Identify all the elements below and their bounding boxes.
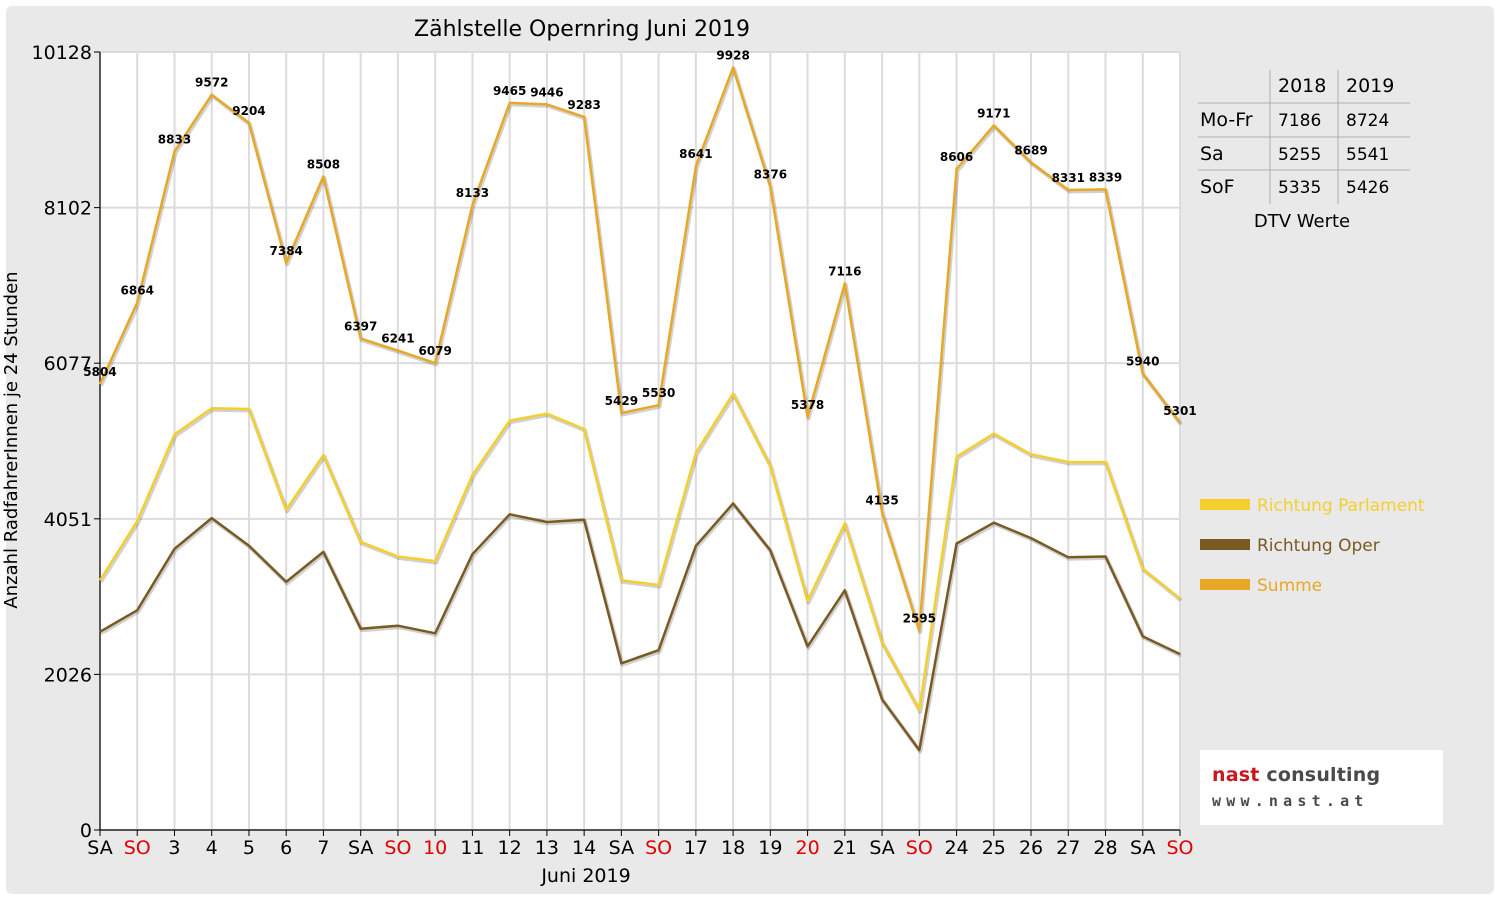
data-label: 9572 bbox=[195, 76, 228, 90]
data-label: 5530 bbox=[642, 386, 675, 400]
logo-name-part1: nast bbox=[1212, 764, 1260, 786]
x-tick-label: 19 bbox=[758, 837, 782, 859]
table-cell: SoF bbox=[1200, 176, 1235, 198]
series-line-richtung-oper bbox=[99, 502, 1181, 752]
x-tick-label: 25 bbox=[982, 837, 1006, 859]
x-tick-label: SA bbox=[1130, 837, 1155, 859]
x-tick-label: 14 bbox=[572, 837, 596, 859]
data-label: 6864 bbox=[121, 284, 154, 298]
data-label: 9928 bbox=[716, 48, 749, 62]
x-tick-label: SO bbox=[1166, 837, 1193, 859]
data-label: 5301 bbox=[1163, 404, 1196, 418]
table-header: 2018 bbox=[1278, 75, 1326, 97]
x-tick-label: 17 bbox=[684, 837, 708, 859]
table-cell: 8724 bbox=[1346, 111, 1389, 131]
x-tick-label: 6 bbox=[280, 837, 292, 859]
x-tick-label: 5 bbox=[243, 837, 255, 859]
x-tick-label: 11 bbox=[460, 837, 484, 859]
data-label: 2595 bbox=[903, 612, 936, 626]
data-label: 8641 bbox=[679, 147, 712, 161]
table-cell: 5255 bbox=[1278, 145, 1321, 165]
y-tick-label: 2026 bbox=[44, 664, 92, 686]
x-tick-label: SA bbox=[609, 837, 634, 859]
x-tick-label: 28 bbox=[1093, 837, 1117, 859]
logo-name-part2: consulting bbox=[1259, 764, 1381, 786]
legend-label-richtung-parlament: Richtung Parlament bbox=[1257, 496, 1425, 516]
x-tick-label: SA bbox=[348, 837, 373, 859]
x-tick-label: 3 bbox=[168, 837, 180, 859]
data-label: 9465 bbox=[493, 84, 526, 98]
x-tick-label: 7 bbox=[317, 837, 329, 859]
y-tick-label: 4051 bbox=[44, 509, 92, 531]
x-tick-label: 26 bbox=[1019, 837, 1043, 859]
table-cell: 5335 bbox=[1278, 178, 1321, 198]
data-label: 8133 bbox=[456, 186, 489, 200]
data-label: 7116 bbox=[828, 264, 861, 278]
x-tick-label: 24 bbox=[944, 837, 968, 859]
data-label: 8689 bbox=[1014, 144, 1047, 158]
legend-swatch-richtung-parlament bbox=[1200, 499, 1250, 510]
x-tick-label: 20 bbox=[795, 837, 819, 859]
nast-consulting-logo: nast consulting www.nast.at bbox=[1200, 750, 1443, 825]
x-tick-label: 12 bbox=[498, 837, 522, 859]
data-label: 7384 bbox=[270, 244, 303, 258]
x-axis-title: Juni 2019 bbox=[540, 865, 630, 887]
data-label: 9283 bbox=[567, 98, 600, 112]
logo-url: www.nast.at bbox=[1212, 792, 1369, 810]
data-label: 8339 bbox=[1089, 170, 1122, 184]
x-tick-label: 13 bbox=[535, 837, 559, 859]
table-cell: Mo-Fr bbox=[1200, 109, 1253, 131]
y-axis-title: Anzahl RadfahrerInnen je 24 Stunden bbox=[1, 271, 22, 608]
plot-area bbox=[100, 52, 1180, 830]
data-label: 6079 bbox=[418, 344, 451, 358]
x-tick-label: 10 bbox=[423, 837, 447, 859]
data-label: 5940 bbox=[1126, 355, 1159, 369]
x-tick-label: 21 bbox=[833, 837, 857, 859]
data-label: 5378 bbox=[791, 398, 824, 412]
data-label: 8508 bbox=[307, 157, 340, 171]
data-label: 6397 bbox=[344, 320, 377, 334]
series-line-summe bbox=[98, 66, 1181, 632]
x-tick-label: 27 bbox=[1056, 837, 1080, 859]
x-tick-label: 18 bbox=[721, 837, 745, 859]
table-cell: 7186 bbox=[1278, 111, 1321, 131]
data-label: 4135 bbox=[865, 493, 898, 507]
table-caption: DTV Werte bbox=[1254, 211, 1350, 232]
data-label: 5804 bbox=[83, 365, 116, 379]
x-tick-label: 4 bbox=[206, 837, 218, 859]
legend-label-summe: Summe bbox=[1257, 576, 1322, 596]
x-tick-label: SO bbox=[906, 837, 933, 859]
table-cell: 5541 bbox=[1346, 145, 1389, 165]
y-tick-label: 6077 bbox=[44, 353, 92, 375]
data-label: 8606 bbox=[940, 150, 973, 164]
table-cell: 5426 bbox=[1346, 178, 1389, 198]
legend-swatch-summe bbox=[1200, 579, 1250, 590]
data-label: 9204 bbox=[232, 104, 265, 118]
chart-title: Zählstelle Opernring Juni 2019 bbox=[414, 17, 750, 42]
data-label: 8376 bbox=[754, 168, 787, 182]
x-tick-label: SO bbox=[124, 837, 151, 859]
series-line-richtung-parlament bbox=[98, 392, 1181, 712]
legend-swatch-richtung-oper bbox=[1200, 539, 1250, 550]
data-label: 9446 bbox=[530, 85, 563, 99]
logo-name: nast consulting bbox=[1212, 764, 1380, 786]
data-label: 5429 bbox=[605, 394, 638, 408]
x-tick-label: SO bbox=[384, 837, 411, 859]
legend-label-richtung-oper: Richtung Oper bbox=[1257, 536, 1380, 556]
x-tick-label: SO bbox=[645, 837, 672, 859]
x-tick-label: SA bbox=[87, 837, 112, 859]
data-label: 6241 bbox=[381, 332, 414, 346]
table-header: 2019 bbox=[1346, 75, 1394, 97]
y-tick-label: 0 bbox=[80, 820, 92, 842]
data-label: 8833 bbox=[158, 132, 191, 146]
table-cell: Sa bbox=[1200, 143, 1224, 165]
data-label: 8331 bbox=[1052, 171, 1085, 185]
x-tick-label: SA bbox=[869, 837, 894, 859]
data-label: 9171 bbox=[977, 107, 1010, 121]
y-tick-label: 8102 bbox=[44, 198, 92, 220]
y-tick-label: 10128 bbox=[32, 42, 92, 64]
